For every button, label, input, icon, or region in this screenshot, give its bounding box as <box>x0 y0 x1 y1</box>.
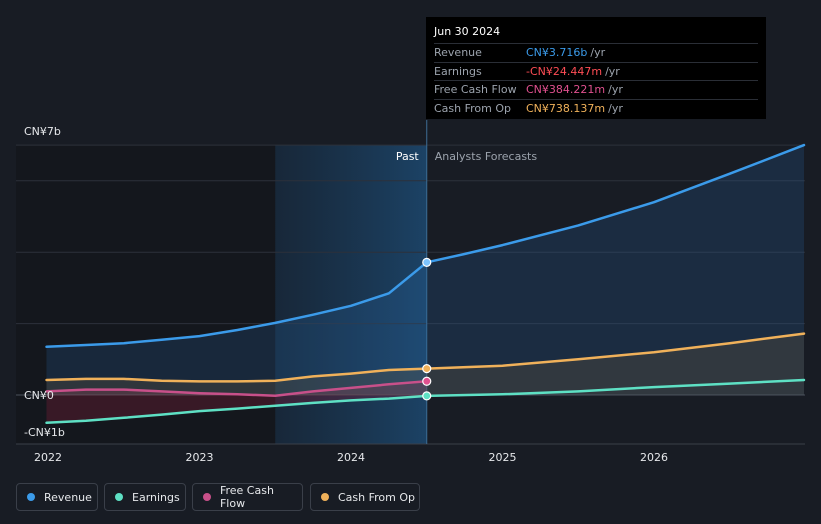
cash-from-op-area <box>46 333 804 395</box>
forecast-label: Analysts Forecasts <box>435 150 538 163</box>
x-axis-label: 2023 <box>186 451 214 464</box>
tooltip-unit: /yr <box>590 46 606 59</box>
tooltip-label: Free Cash Flow <box>434 83 517 96</box>
x-axis-label: 2024 <box>337 451 365 464</box>
tooltip-value: CN¥384.221m <box>526 83 606 96</box>
tooltip: Jun 30 2024 Revenue CN¥3.716b/yr Earnings… <box>426 17 766 119</box>
free-cash-flow-area <box>46 381 427 396</box>
tooltip-value: -CN¥24.447m <box>526 64 603 78</box>
legend-label: Cash From Op <box>338 490 416 504</box>
legend-label: Earnings <box>132 490 180 504</box>
y-axis-label: CN¥0 <box>24 389 54 402</box>
tooltip-unit: /yr <box>608 83 623 96</box>
tooltip-label: Cash From Op <box>434 101 512 115</box>
free-cash-flow-legend-dot-icon <box>203 493 211 501</box>
tooltip-row-free-cash-flow: Free Cash Flow CN¥384.221m/yr <box>434 80 758 99</box>
free-cash-flow-line <box>45 380 429 397</box>
cash-from-op-legend-dot-icon <box>321 493 329 501</box>
tooltip-date: Jun 30 2024 <box>434 25 501 38</box>
y-axis-label: -CN¥1b <box>24 426 65 439</box>
cash-from-op-marker <box>422 364 432 374</box>
revenue-line <box>45 143 806 349</box>
earnings-line <box>45 378 806 425</box>
x-axis-label: 2025 <box>489 451 517 464</box>
x-axis-label: 2022 <box>34 451 62 464</box>
legend-item-earnings[interactable]: Earnings <box>104 483 186 511</box>
y-axis-label: CN¥7b <box>24 125 61 138</box>
tooltip-unit: /yr <box>605 64 620 78</box>
cash-from-op-line <box>45 332 806 383</box>
legend-item-cash-from-op[interactable]: Cash From Op <box>310 483 420 511</box>
tooltip-row-earnings: Earnings -CN¥24.447m/yr <box>434 61 758 81</box>
x-axis-label: 2026 <box>640 451 668 464</box>
tooltip-row-cash-from-op: Cash From Op CN¥738.137m/yr <box>434 98 758 118</box>
tooltip-row-revenue: Revenue CN¥3.716b/yr <box>434 43 758 62</box>
earnings-marker <box>422 391 432 401</box>
earnings-legend-dot-icon <box>115 493 123 501</box>
legend-label: Revenue <box>44 490 92 504</box>
tooltip-unit: /yr <box>608 101 623 115</box>
tooltip-value: CN¥3.716b <box>526 46 588 59</box>
revenue-marker <box>422 257 432 267</box>
highlighted-past-band <box>275 145 427 444</box>
revenue-area <box>46 145 804 395</box>
tooltip-label: Revenue <box>434 46 482 59</box>
revenue-legend-dot-icon <box>27 493 35 501</box>
legend-label: Free Cash Flow <box>219 484 274 510</box>
tooltip-label: Earnings <box>434 64 482 78</box>
past-label: Past <box>396 150 420 163</box>
legend-item-free-cash-flow[interactable]: Free Cash Flow <box>192 483 303 511</box>
tooltip-value: CN¥738.137m <box>526 101 606 115</box>
free-cash-flow-marker <box>422 376 432 386</box>
legend-item-revenue[interactable]: Revenue <box>16 483 98 511</box>
